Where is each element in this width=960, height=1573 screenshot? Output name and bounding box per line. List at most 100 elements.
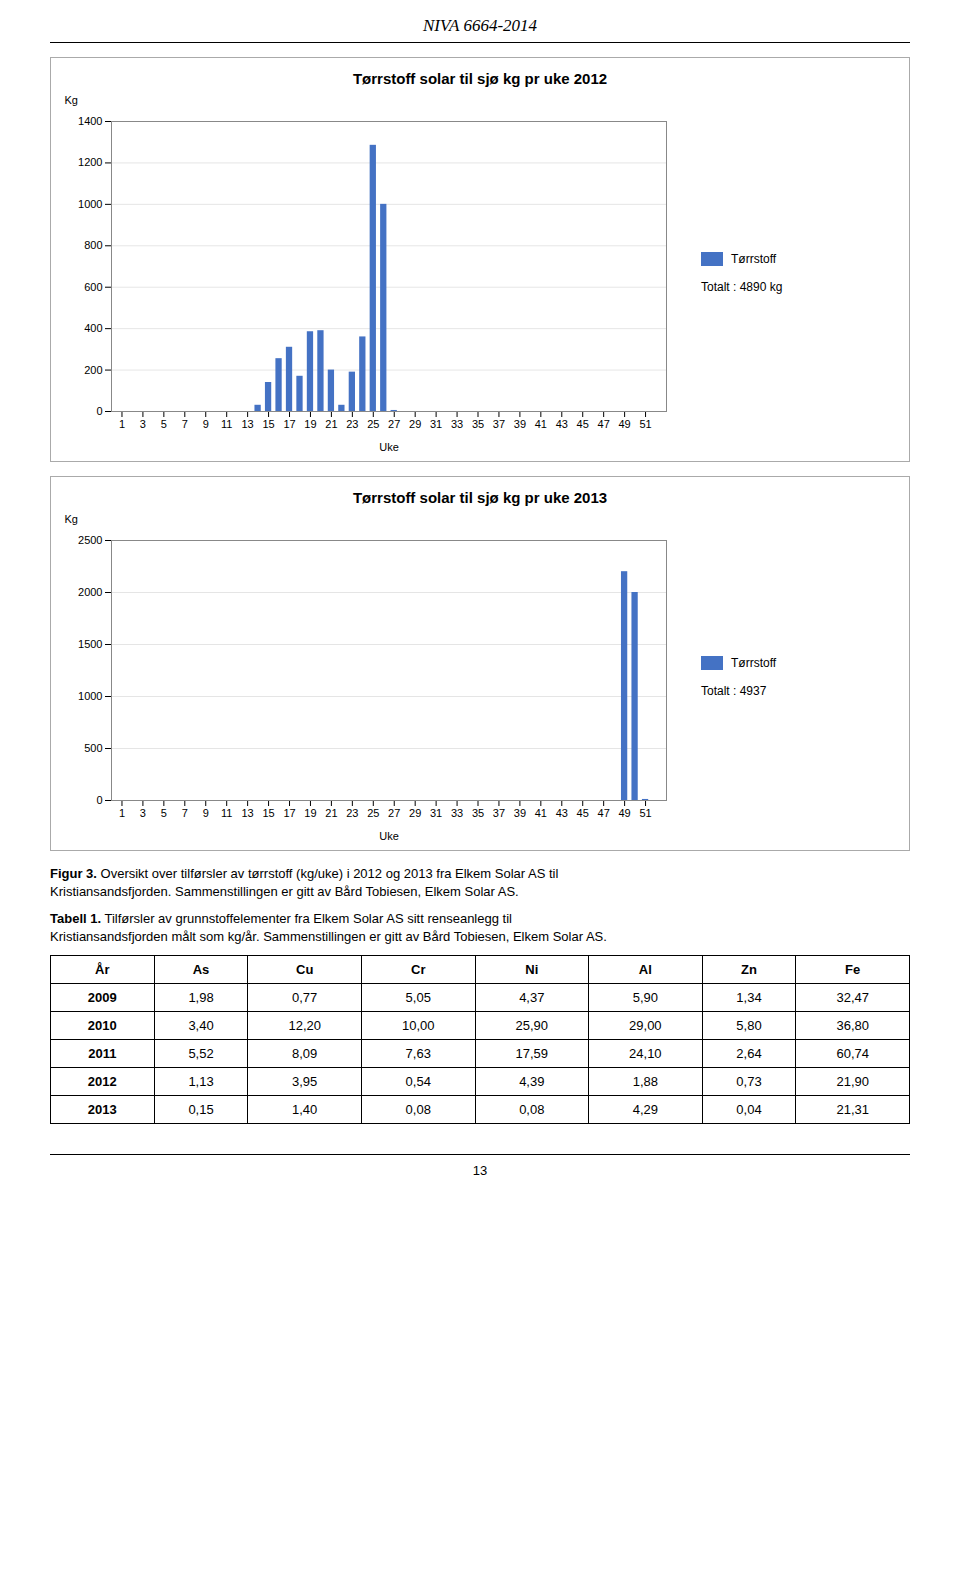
svg-text:1200: 1200 [78, 156, 102, 168]
svg-text:25: 25 [367, 418, 379, 430]
html-text:2009: 2009 [87, 990, 117, 1006]
html-text:32,47: 32,47 [836, 990, 869, 1006]
html-text:5,05: 5,05 [405, 990, 431, 1006]
html-text:Fe: Fe [845, 962, 861, 978]
svg-text:1500: 1500 [78, 638, 102, 650]
svg-text:15: 15 [262, 807, 274, 819]
svg-text:47: 47 [598, 418, 610, 430]
svg-text:35: 35 [472, 418, 484, 430]
html-text:10,00: 10,00 [402, 1018, 435, 1034]
svg-text:11: 11 [221, 807, 232, 819]
svg-text:2000: 2000 [78, 586, 102, 598]
svg-text:3: 3 [140, 807, 146, 819]
svg-text:41: 41 [535, 807, 547, 819]
html-text:5,90: 5,90 [632, 990, 658, 1006]
svg-text:1000: 1000 [78, 690, 102, 702]
svg-text:1000: 1000 [78, 198, 102, 210]
svg-text:500: 500 [84, 742, 102, 754]
html-text:5,80: 5,80 [736, 1018, 762, 1034]
html-text:4,37: 4,37 [519, 990, 545, 1006]
svg-text:5: 5 [161, 807, 167, 819]
html-text:Tabell 1. Tilførsler av grunns: Tabell 1. Tilførsler av grunnstoffelemen… [50, 911, 607, 944]
html-text:Figur 3. Oversikt over tilførs: Figur 3. Oversikt over tilførsler av tør… [50, 866, 559, 899]
svg-text:33: 33 [451, 807, 463, 819]
svg-text:45: 45 [577, 807, 589, 819]
html-text:12,20: 12,20 [288, 1018, 321, 1034]
svg-text:Kg: Kg [65, 94, 78, 106]
svg-text:5: 5 [161, 418, 167, 430]
svg-text:29: 29 [409, 807, 421, 819]
svg-text:13: 13 [242, 418, 254, 430]
svg-text:11: 11 [221, 418, 232, 430]
html-text:As: As [192, 962, 210, 978]
svg-text:7: 7 [182, 418, 188, 430]
svg-text:45: 45 [577, 418, 589, 430]
html-text:17,59: 17,59 [515, 1046, 549, 1062]
svg-text:Kg: Kg [65, 513, 78, 525]
svg-text:600: 600 [84, 281, 102, 293]
svg-text:51: 51 [639, 807, 651, 819]
svg-text:41: 41 [535, 418, 547, 430]
svg-text:21: 21 [325, 418, 337, 430]
html-text:Tørrstoff solar til sjø kg pr: Tørrstoff solar til sjø kg pr uke 2013 [352, 489, 608, 506]
html-text:25,90: 25,90 [515, 1018, 549, 1034]
svg-text:49: 49 [618, 807, 630, 819]
svg-text:23: 23 [346, 418, 358, 430]
svg-text:31: 31 [430, 807, 442, 819]
html-text:1,98: 1,98 [188, 990, 214, 1006]
svg-text:39: 39 [514, 418, 526, 430]
svg-text:0: 0 [96, 794, 102, 806]
html-text:NIVA 6664-2014: NIVA 6664-2014 [422, 16, 538, 35]
svg-text:43: 43 [556, 418, 568, 430]
svg-text:33: 33 [451, 418, 463, 430]
svg-text:9: 9 [203, 807, 209, 819]
svg-text:17: 17 [283, 807, 295, 819]
svg-text:37: 37 [493, 418, 505, 430]
svg-text:43: 43 [556, 807, 568, 819]
html-text:2011: 2011 [88, 1046, 117, 1062]
svg-text:39: 39 [514, 807, 526, 819]
svg-text:0: 0 [96, 405, 102, 417]
html-text:5,52: 5,52 [188, 1046, 214, 1062]
svg-text:15: 15 [262, 418, 274, 430]
svg-text:200: 200 [84, 364, 102, 376]
svg-text:19: 19 [304, 418, 316, 430]
html-text:36,80: 36,80 [836, 1018, 869, 1034]
svg-text:3: 3 [140, 418, 146, 430]
svg-text:13: 13 [242, 807, 254, 819]
html-text:8,09: 8,09 [292, 1046, 318, 1062]
svg-text:27: 27 [388, 418, 400, 430]
svg-text:Uke: Uke [379, 830, 399, 842]
svg-text:51: 51 [639, 418, 651, 430]
svg-text:47: 47 [598, 807, 610, 819]
svg-text:1: 1 [119, 807, 125, 819]
svg-text:400: 400 [84, 322, 102, 334]
svg-text:35: 35 [472, 807, 484, 819]
svg-text:25: 25 [367, 807, 379, 819]
html-text:Zn: Zn [741, 962, 757, 978]
svg-text:2500: 2500 [78, 534, 102, 546]
svg-text:Uke: Uke [379, 441, 399, 453]
svg-text:21: 21 [325, 807, 337, 819]
svg-text:1: 1 [119, 418, 125, 430]
svg-text:31: 31 [430, 418, 442, 430]
svg-text:29: 29 [409, 418, 421, 430]
html-text:3,40: 3,40 [188, 1018, 214, 1034]
html-text:Tørrstoff solar til sjø kg pr: Tørrstoff solar til sjø kg pr uke 2012 [352, 70, 608, 87]
html-text:1,34: 1,34 [736, 990, 762, 1006]
html-text:29,00: 29,00 [629, 1018, 662, 1034]
svg-text:7: 7 [182, 807, 188, 819]
svg-text:17: 17 [283, 418, 295, 430]
html-text:7,63: 7,63 [405, 1046, 431, 1062]
html-text:0,77: 0,77 [292, 990, 318, 1006]
svg-text:49: 49 [618, 418, 630, 430]
svg-text:19: 19 [304, 807, 316, 819]
html-text:Cu: Cu [296, 962, 314, 978]
svg-text:23: 23 [346, 807, 358, 819]
svg-text:800: 800 [84, 239, 102, 251]
svg-text:27: 27 [388, 807, 400, 819]
svg-text:37: 37 [493, 807, 505, 819]
html-text:2010: 2010 [87, 1018, 117, 1034]
svg-text:9: 9 [203, 418, 209, 430]
svg-text:1400: 1400 [78, 115, 102, 127]
